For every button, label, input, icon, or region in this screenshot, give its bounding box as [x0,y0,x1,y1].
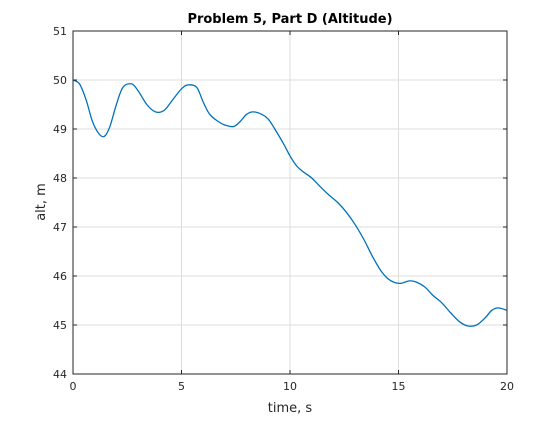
y-tick-label: 44 [53,368,67,381]
y-axis-label: alt, m [34,183,49,221]
x-tick-label: 20 [500,380,514,393]
x-tick-label: 0 [70,380,77,393]
x-tick-label: 15 [392,380,406,393]
grid [72,30,508,375]
y-tick-label: 45 [53,319,67,332]
y-tick-label: 48 [53,172,67,185]
chart-title: Problem 5, Part D (Altitude) [187,12,392,27]
y-tick-label: 47 [53,221,67,234]
y-tick-label: 51 [53,25,67,38]
x-tick-label: 5 [178,380,185,393]
series-layer [72,79,508,327]
y-tick-label: 50 [53,74,67,87]
series-line-0 [72,79,508,327]
y-tick-label: 49 [53,123,67,136]
x-tick-label: 10 [283,380,297,393]
y-tick-label: 46 [53,270,67,283]
ticks: 0 5 10 15 20 44 45 46 47 48 49 50 51 [53,25,514,393]
x-axis-label: time, s [268,401,313,416]
